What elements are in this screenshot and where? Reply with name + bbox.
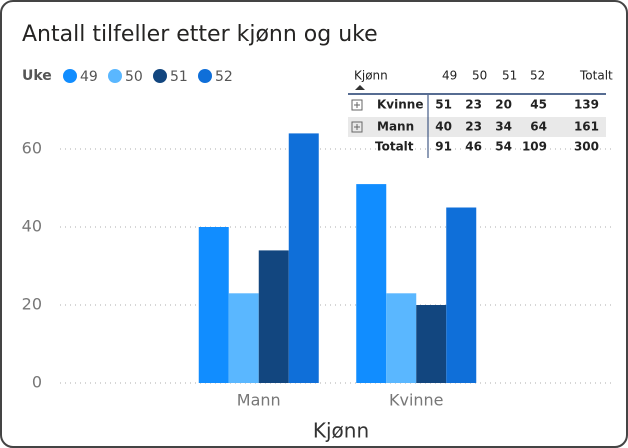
table-cell: 46 <box>465 140 482 154</box>
table-cell: 23 <box>465 98 482 112</box>
bar <box>416 305 447 383</box>
table-header: Totalt <box>579 69 613 83</box>
table-cell: 91 <box>435 140 452 154</box>
x-tick-label: Mann <box>237 391 281 410</box>
table-header: 49 <box>442 69 457 83</box>
table-header: 51 <box>502 69 517 83</box>
x-tick-label: Kvinne <box>389 391 444 410</box>
table-header: 52 <box>530 69 545 83</box>
table-cell: 40 <box>435 120 452 134</box>
table-header: Kjønn <box>354 69 388 83</box>
table-cell: 51 <box>435 98 452 112</box>
legend-label: 52 <box>215 69 233 85</box>
legend-label: 50 <box>125 69 143 85</box>
legend-marker <box>153 69 167 83</box>
matrix-table: Kjønn 49 50 51 52 Totalt Kvinne 51 23 20 45 139 Mann… <box>348 69 613 158</box>
table-cell: 64 <box>530 120 547 134</box>
legend-title: Uke <box>22 68 52 84</box>
table-cell: 54 <box>495 140 512 154</box>
table-cell: 139 <box>574 98 599 112</box>
chart-title: Antall tilfeller etter kjønn og uke <box>22 22 378 47</box>
legend-marker <box>63 69 77 83</box>
bar <box>386 293 417 383</box>
legend-marker <box>198 69 212 83</box>
bar <box>356 184 387 383</box>
sort-arrow <box>355 85 365 90</box>
table-cell: 20 <box>495 98 512 112</box>
y-tick-label: 60 <box>22 139 42 158</box>
table-cell: Totalt <box>375 140 414 154</box>
table-cell: 34 <box>495 120 512 134</box>
bar <box>446 207 477 383</box>
y-tick-label: 40 <box>22 217 42 236</box>
table-header: 50 <box>472 69 487 83</box>
table-cell: 45 <box>530 98 547 112</box>
bar <box>258 250 289 383</box>
legend-marker <box>108 69 122 83</box>
legend-label: 49 <box>80 69 98 85</box>
bar <box>198 227 229 383</box>
table-cell: 161 <box>574 120 599 134</box>
x-axis-title: Kjønn <box>313 419 369 443</box>
table-cell: 300 <box>574 140 599 154</box>
bar <box>228 293 259 383</box>
bar <box>288 133 319 383</box>
expand-icon[interactable] <box>351 121 363 133</box>
table-cell: Mann <box>377 120 414 134</box>
row-highlight <box>348 117 606 137</box>
y-tick-label: 0 <box>32 373 42 392</box>
table-cell: Kvinne <box>377 98 423 112</box>
expand-icon[interactable] <box>351 99 363 111</box>
y-tick-label: 20 <box>22 295 42 314</box>
table-cell: 23 <box>465 120 482 134</box>
legend-label: 51 <box>170 69 188 85</box>
table-cell: 109 <box>522 140 547 154</box>
